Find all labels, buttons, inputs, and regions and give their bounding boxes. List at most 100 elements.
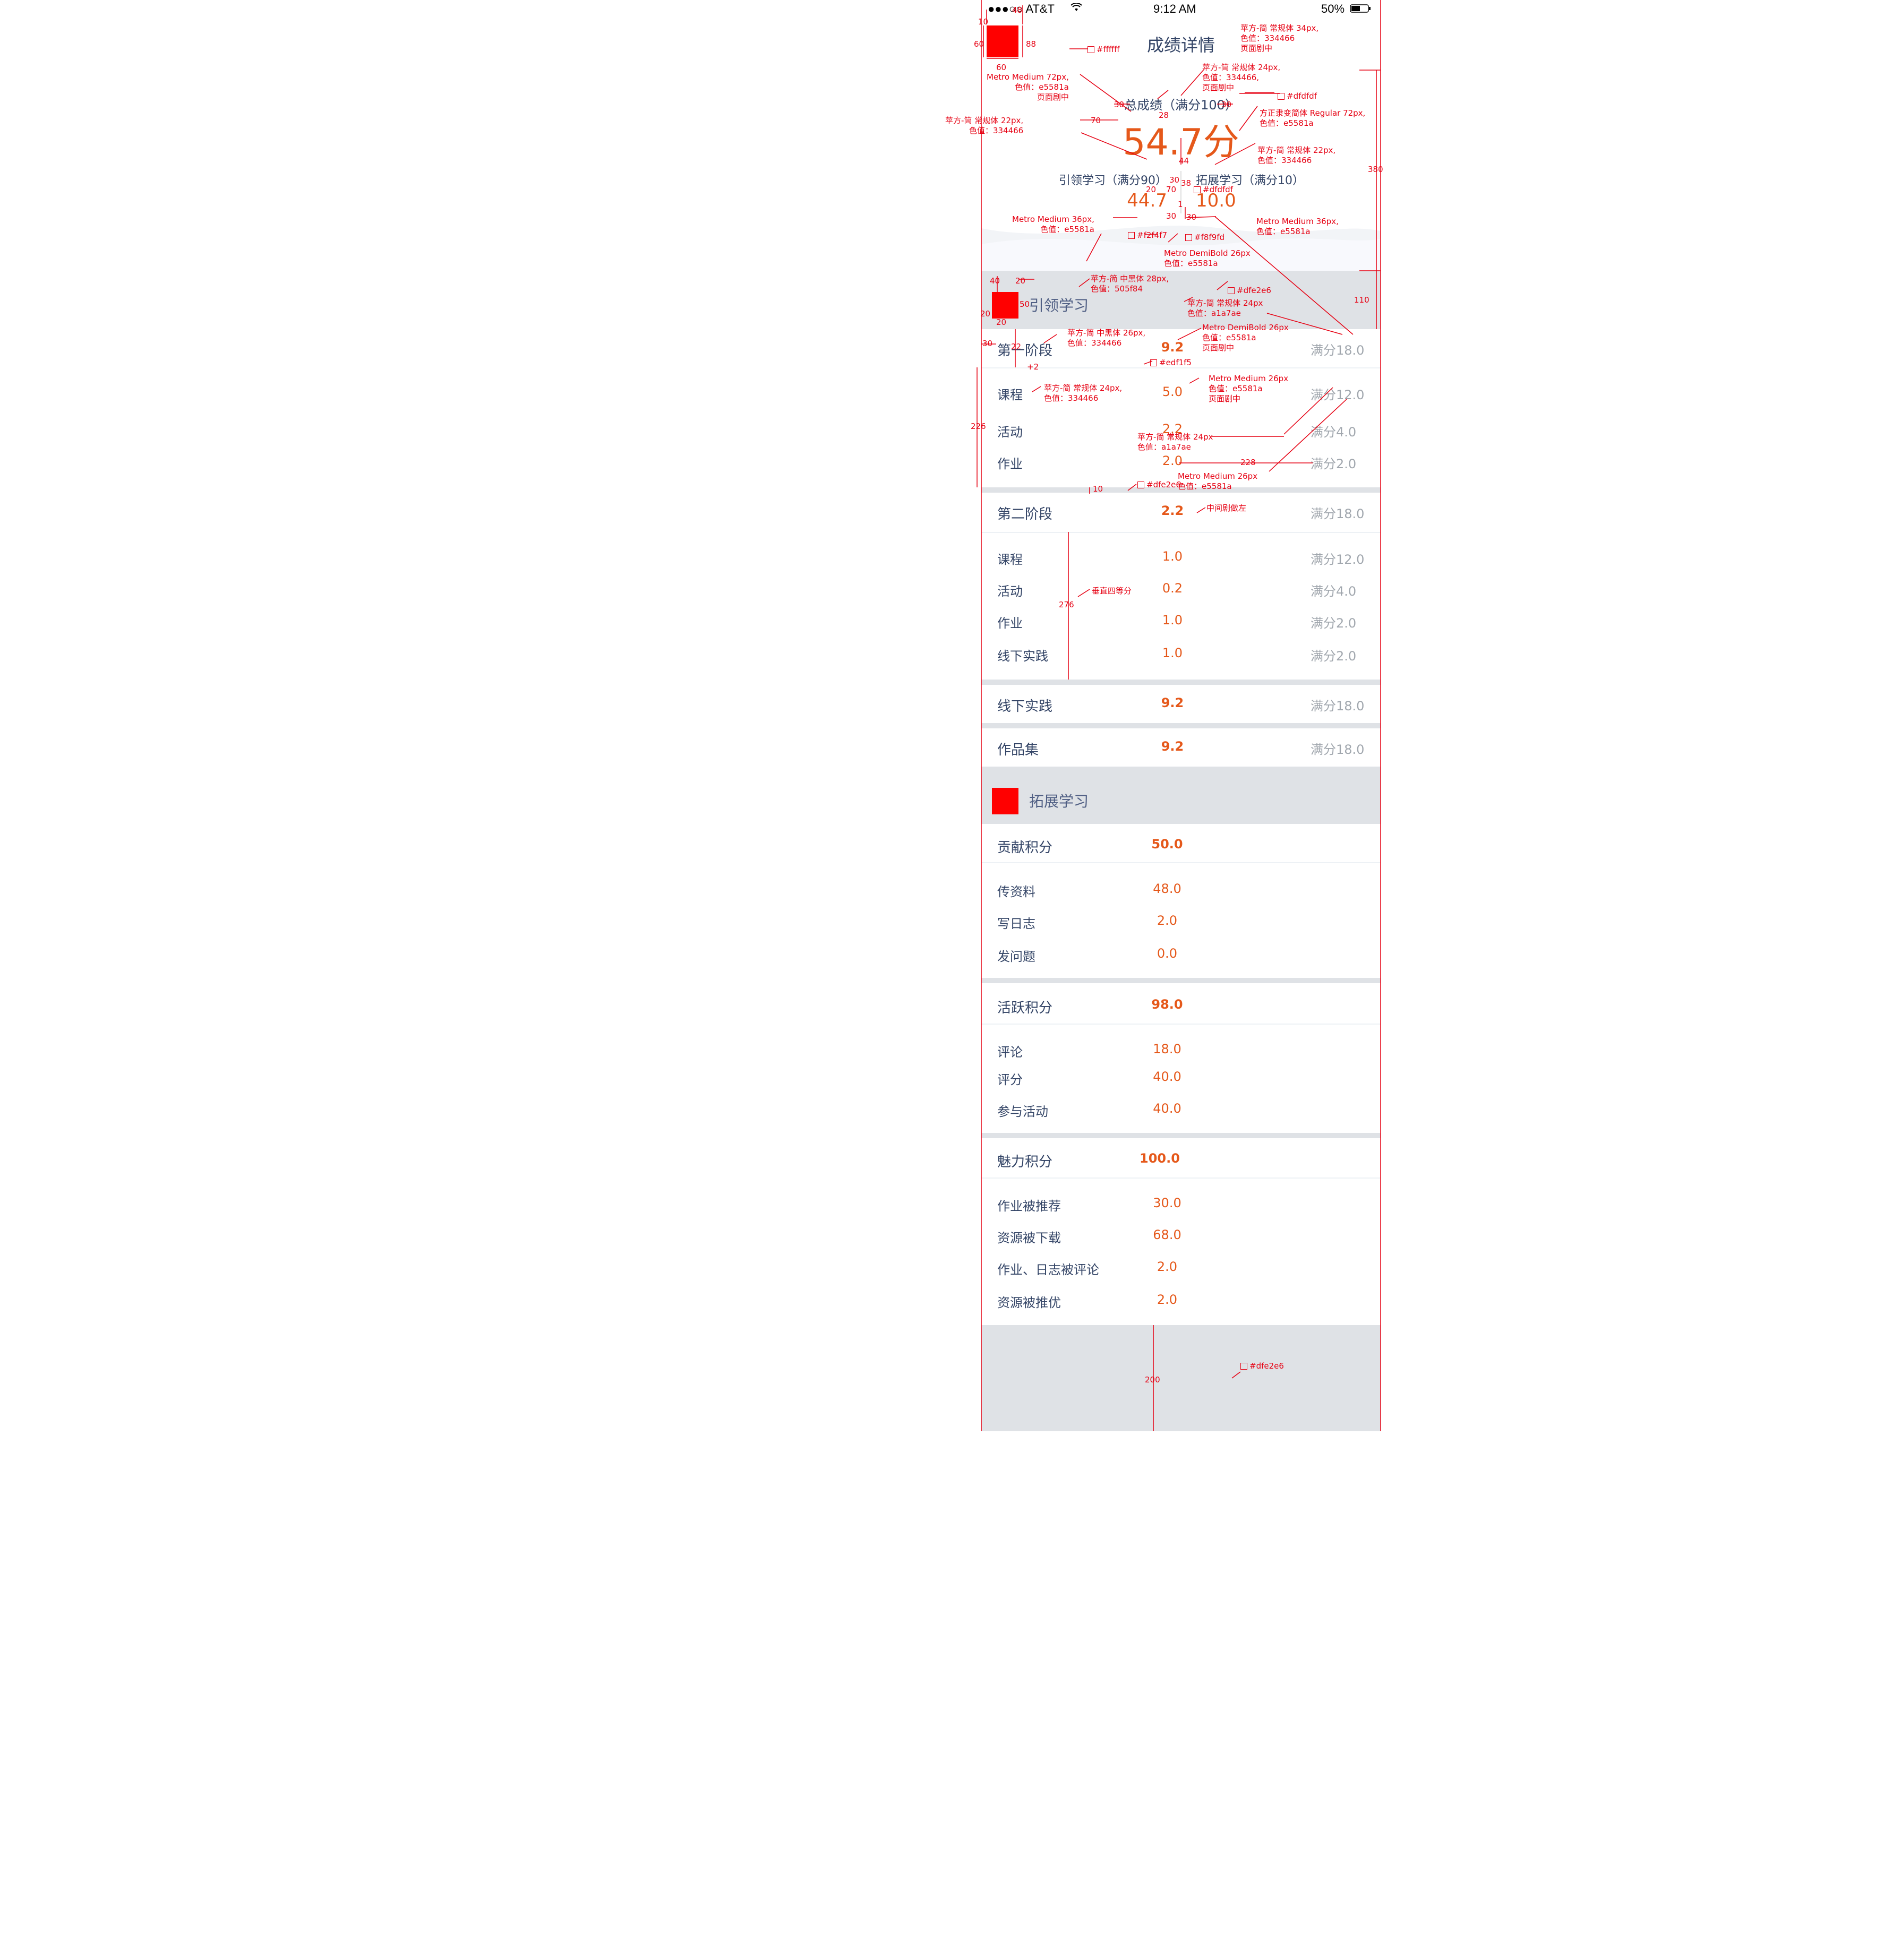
annotation-text: 色值：e5581a	[1015, 82, 1069, 92]
active-value: 98.0	[1151, 997, 1183, 1012]
item-value: 40.0	[1153, 1069, 1181, 1084]
item-value: 0.2	[1162, 581, 1183, 596]
annotation-text: #dfe2e6	[1146, 480, 1181, 489]
offline-row[interactable]: 线下实践 9.2 满分18.0	[981, 693, 1381, 715]
annotation: #dfe2e6	[1240, 1361, 1284, 1371]
stage1-row[interactable]: 第一阶段 9.2 满分18.0	[981, 338, 1381, 359]
stage2-row[interactable]: 第二阶段 2.2 满分18.0	[981, 501, 1381, 522]
annotation-text: 色值：e5581a	[1209, 384, 1263, 393]
dimension-label: 30	[982, 339, 993, 348]
dimension-label: 44	[1179, 156, 1189, 166]
annotation-text: #f8f9fd	[1194, 233, 1225, 242]
item-label: 资源被推优	[997, 1295, 1061, 1310]
annotation-text: 垂直四等分	[1092, 586, 1132, 596]
annotation: #edf1f5	[1150, 358, 1192, 368]
annotation-text: 苹方-简 中黑体 26px,	[1067, 328, 1146, 338]
annotation-text: #dfe2e6	[1249, 1361, 1284, 1371]
item-full: 满分4.0	[1311, 584, 1357, 599]
list-item: 写日志 2.0	[981, 911, 1381, 932]
annotation-text: 页面剧中	[1202, 343, 1235, 353]
annotation: #f2f4f7	[1128, 230, 1167, 240]
annotation: Metro Medium 26px 色值：e5581a 页面剧中	[1209, 374, 1288, 404]
status-time: 9:12 AM	[1153, 2, 1196, 15]
contrib-label: 贡献积分	[997, 840, 1053, 856]
swatch-icon	[1194, 186, 1201, 193]
dimension-label: 40	[990, 276, 1000, 286]
annotation: Metro Medium 26px 色值：e5581a	[1178, 471, 1257, 492]
offline-label: 线下实践	[997, 699, 1053, 715]
portfolio-row[interactable]: 作品集 9.2 满分18.0	[981, 737, 1381, 758]
annotation: 垂直四等分	[1092, 586, 1132, 596]
item-label: 资源被下载	[997, 1231, 1061, 1245]
annotation: Metro Medium 72px, 色值：e5581a 页面剧中	[987, 72, 1069, 102]
ext-score-value: 10.0	[1196, 190, 1236, 211]
divider	[981, 367, 1381, 368]
annotation-text: Metro Medium 26px	[1178, 471, 1258, 481]
dimension-label: 70	[1166, 185, 1177, 194]
active-row[interactable]: 活跃积分 98.0	[981, 995, 1381, 1016]
annotation: 苹方-简 常规体 24px 色值：a1a7ae	[1187, 298, 1263, 319]
annotation-text: 中间剧做左	[1206, 503, 1247, 513]
dimension-label: 20	[1146, 185, 1157, 194]
item-label: 评分	[997, 1072, 1023, 1087]
item-label: 发问题	[997, 949, 1035, 964]
item-value: 18.0	[1153, 1042, 1181, 1056]
swatch-icon	[1137, 482, 1144, 488]
item-value: 2.0	[1157, 1259, 1178, 1274]
annotation-text: Metro Medium 26px	[1209, 374, 1289, 383]
annotation-text: 色值：e5581a	[1260, 118, 1314, 128]
annotation: Metro DemiBold 26px 色值：e5581a	[1164, 248, 1251, 269]
list-item: 评分 40.0	[981, 1067, 1381, 1088]
swatch-icon	[1228, 287, 1235, 294]
annotation: 苹方-简 中黑体 26px, 色值：334466	[1067, 328, 1145, 348]
dimension-label: 88	[1026, 39, 1037, 49]
annotation-text: 色值：e5581a	[1256, 227, 1311, 236]
annotation-text: #ffffff	[1097, 45, 1120, 54]
item-value: 2.0	[1157, 913, 1178, 928]
annotation-text: 色值：e5581a	[1164, 259, 1218, 268]
lead-section-title: 引领学习	[1029, 297, 1089, 314]
item-full: 满分4.0	[1311, 425, 1357, 440]
item-value: 30.0	[1153, 1196, 1181, 1210]
dimension-label: 20	[1015, 276, 1026, 286]
annotation: 苹方-简 中黑体 28px, 色值：505f84	[1091, 274, 1169, 294]
annotation-text: 苹方-简 常规体 34px,	[1240, 23, 1319, 33]
contrib-row[interactable]: 贡献积分 50.0	[981, 835, 1381, 856]
annotation-text: 方正隶变简体 Regular 72px,	[1260, 108, 1366, 118]
annotation-text: 色值：e5581a	[1178, 482, 1232, 491]
dimension-label: 50	[1020, 299, 1030, 309]
annotation-text: 苹方-简 常规体 24px	[1187, 298, 1263, 308]
item-value: 1.0	[1162, 549, 1183, 564]
dimension-label: 276	[1059, 600, 1074, 609]
list-item: 活动 2.2 满分4.0	[981, 419, 1381, 441]
item-value: 0.0	[1157, 946, 1178, 961]
divider	[981, 1177, 1381, 1179]
lead-score-label: 引领学习（满分90）	[1059, 174, 1167, 187]
battery-icon	[1350, 4, 1371, 13]
annotation-text: #edf1f5	[1159, 358, 1192, 367]
item-label: 活动	[997, 584, 1023, 599]
back-icon[interactable]	[987, 25, 1018, 57]
dimension-label: +2	[1027, 362, 1039, 372]
annotation-text: 苹方-简 常规体 22px,	[1257, 145, 1336, 155]
bottom-spacer	[981, 1325, 1381, 1431]
charm-row[interactable]: 魅力积分 100.0	[981, 1149, 1381, 1170]
ext-score-label: 拓展学习（满分10）	[1196, 174, 1304, 187]
list-item: 作业 1.0 满分2.0	[981, 611, 1381, 632]
item-label: 作业	[997, 616, 1023, 631]
annotation: #dfdfdf	[1278, 91, 1317, 101]
swatch-icon	[1240, 1363, 1247, 1370]
annotation: 苹方-简 常规体 34px, 色值：334466 页面剧中	[1240, 23, 1318, 54]
portfolio-label: 作品集	[997, 742, 1039, 758]
active-label: 活跃积分	[997, 1000, 1053, 1016]
dimension-label: 380	[1368, 165, 1383, 174]
charm-value: 100.0	[1140, 1151, 1180, 1166]
item-label: 传资料	[997, 884, 1035, 899]
item-value: 68.0	[1153, 1227, 1181, 1242]
annotation-text: 苹方-简 常规体 24px,	[1044, 383, 1123, 393]
annotation: Metro Medium 36px, 色值：e5581a	[1256, 217, 1339, 237]
section-separator	[981, 1133, 1381, 1138]
page-title: 成绩详情	[1146, 35, 1215, 55]
list-item: 参与活动 40.0	[981, 1099, 1381, 1120]
